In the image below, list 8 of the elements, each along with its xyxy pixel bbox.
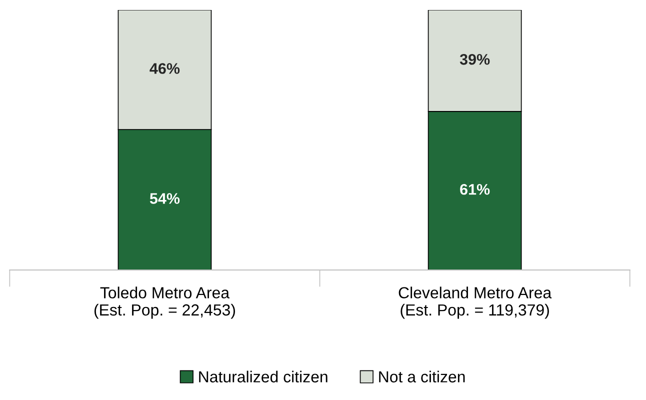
legend-label: Not a citizen [379,370,465,382]
legend-label: Naturalized citizen [199,370,328,382]
data-label: 39% [460,54,490,65]
data-label: 46% [150,63,180,74]
data-label: 61% [460,184,490,195]
x-tick-label: Toledo Metro Area (Est. Pop. = 22,453) [94,286,235,319]
data-label: 54% [150,193,180,204]
x-tick-label: Cleveland Metro Area (Est. Pop. = 119,379) [398,286,552,319]
